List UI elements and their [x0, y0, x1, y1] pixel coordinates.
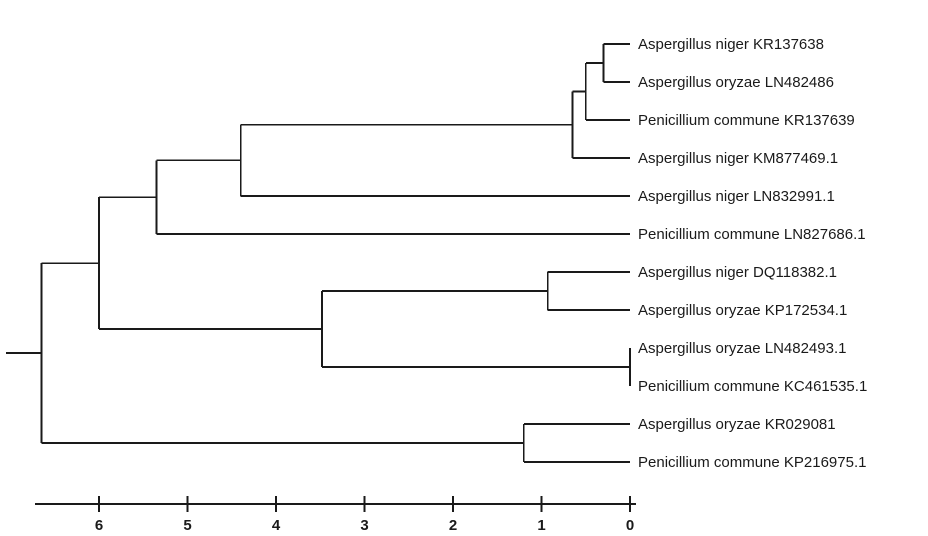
leaf-label: Penicillium commune KC461535.1 — [638, 378, 867, 395]
leaf-labels: Aspergillus niger KR137638 Aspergillus or… — [638, 36, 867, 471]
tree-branches — [6, 43, 631, 463]
scale-tick-label: 3 — [360, 517, 368, 534]
scale-tick-label: 6 — [95, 517, 103, 534]
leaf-label: Aspergillus niger KR137638 — [638, 36, 824, 53]
scale-tick-label: 4 — [272, 517, 281, 534]
leaf-label: Aspergillus niger KM877469.1 — [638, 150, 838, 167]
leaf-label: Aspergillus niger LN832991.1 — [638, 188, 835, 205]
leaf-label: Aspergillus niger DQ118382.1 — [638, 264, 837, 281]
scale-tick-label: 2 — [449, 517, 457, 534]
leaf-label: Penicillium commune LN827686.1 — [638, 226, 866, 243]
leaf-label: Aspergillus oryzae LN482493.1 — [638, 340, 846, 357]
leaf-label: Aspergillus oryzae LN482486 — [638, 74, 834, 91]
leaf-label: Aspergillus oryzae KP172534.1 — [638, 302, 847, 319]
scale-tick-label: 0 — [626, 517, 634, 534]
scale-tick-label: 1 — [537, 517, 545, 534]
leaf-label: Penicillium commune KP216975.1 — [638, 454, 866, 471]
scale-tick-label: 5 — [183, 517, 191, 534]
leaf-label: Aspergillus oryzae KR029081 — [638, 416, 836, 433]
leaf-label: Penicillium commune KR137639 — [638, 112, 855, 129]
scale-axis: 6 5 4 3 2 1 0 — [35, 496, 636, 534]
